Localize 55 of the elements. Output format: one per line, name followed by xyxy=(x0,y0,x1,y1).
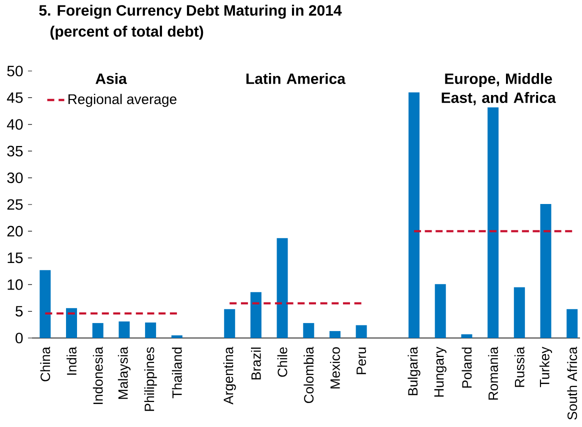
bar xyxy=(329,331,340,338)
y-tick-label: 5 xyxy=(16,306,23,317)
x-tick-label: Bulgaria xyxy=(408,346,420,396)
bar xyxy=(356,325,367,338)
annotation: Latin America xyxy=(246,73,346,84)
x-tick-label: Mexico xyxy=(330,347,340,388)
y-tick-label: 0 xyxy=(16,332,23,344)
y-tick-label: 30 xyxy=(7,172,23,184)
x-tick-label: Colombia xyxy=(304,346,314,404)
x-tick-label: South Africa xyxy=(567,346,578,420)
x-tick-label: Malaysia xyxy=(118,346,131,399)
bar xyxy=(118,321,130,338)
bar xyxy=(250,292,262,338)
annotation: Asia xyxy=(96,73,127,84)
x-tick-label: India xyxy=(66,346,76,375)
y-tick-label: 25 xyxy=(7,199,23,210)
x-tick-label: Indonesia xyxy=(92,346,103,404)
legend-label: Regional average xyxy=(68,94,176,107)
bar xyxy=(66,308,78,338)
x-tick-label: Philippines xyxy=(144,347,157,411)
bar xyxy=(566,309,578,338)
x-tick-label: Thailand xyxy=(172,348,182,398)
chart-title: 5. Foreign Currency Debt Maturing in 2014 xyxy=(39,4,342,19)
y-tick-label: 15 xyxy=(8,252,23,264)
bar xyxy=(434,284,446,338)
x-tick-label: Argentina xyxy=(223,346,236,404)
y-tick-label: 50 xyxy=(7,66,23,76)
bar xyxy=(408,92,420,338)
chart-subtitle: (percent of total debt) xyxy=(50,26,204,40)
bar xyxy=(461,334,472,338)
bar xyxy=(540,204,552,338)
x-tick-label: China xyxy=(40,346,50,382)
y-tick-label: 20 xyxy=(7,226,23,237)
y-tick-label: 10 xyxy=(8,279,23,290)
annotation: Europe, Middle East, and Africa xyxy=(442,73,556,106)
y-tick-label: 45 xyxy=(6,92,23,103)
x-tick-label: Chile xyxy=(277,347,288,377)
y-tick-label: 40 xyxy=(6,119,23,130)
x-tick-label: Romania xyxy=(488,346,498,400)
bar xyxy=(40,270,51,338)
bar xyxy=(145,322,156,338)
x-tick-label: Russia xyxy=(514,346,524,387)
bar xyxy=(514,287,525,338)
bar xyxy=(488,107,499,338)
x-tick-label: Hungary xyxy=(434,346,446,397)
bar xyxy=(303,323,314,338)
x-tick-label: Turkey xyxy=(539,346,552,388)
x-tick-label: Peru xyxy=(356,348,366,374)
x-tick-label: Poland xyxy=(462,348,472,388)
bar xyxy=(224,309,236,338)
bar xyxy=(276,238,288,338)
bar xyxy=(171,335,182,338)
bar xyxy=(92,323,104,338)
y-tick-label: 35 xyxy=(7,146,23,156)
x-tick-label: Brazil xyxy=(250,348,261,380)
